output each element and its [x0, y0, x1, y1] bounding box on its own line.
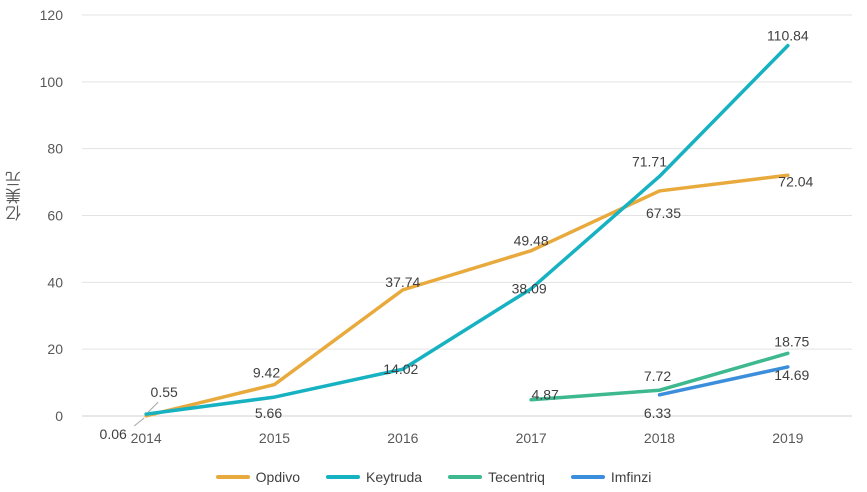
data-label-keytruda: 14.02 [383, 361, 418, 377]
data-label-keytruda: 71.71 [632, 153, 667, 169]
data-label-imfinzi: 14.69 [774, 367, 809, 383]
data-label-opdivo: 49.48 [514, 233, 549, 249]
data-label-keytruda: 110.84 [767, 28, 809, 44]
legend: Opdivo Keytruda Tecentriq Imfinzi [0, 466, 867, 488]
y-tick-label: 40 [47, 274, 63, 290]
y-tick-label: 60 [47, 208, 63, 224]
x-tick-label: 2017 [516, 430, 547, 446]
legend-label-keytruda: Keytruda [366, 469, 423, 485]
legend-swatch-keytruda [326, 475, 361, 479]
series-line-keytruda [144, 43, 790, 416]
data-label-tecentriq: 4.87 [532, 387, 559, 403]
legend-label-imfinzi: Imfinzi [610, 469, 652, 485]
x-tick-label: 2019 [772, 430, 803, 446]
legend-swatch-opdivo [215, 475, 250, 479]
data-label-keytruda: 38.09 [512, 281, 547, 297]
data-label-opdivo: 0.06 [100, 426, 127, 442]
data-label-keytruda: 5.66 [255, 405, 282, 421]
series-line-tecentriq [529, 351, 790, 402]
y-tick-label: 100 [40, 74, 64, 90]
data-label-imfinzi: 6.33 [644, 405, 671, 421]
y-tick-label: 120 [40, 7, 64, 23]
legend-label-tecentriq: Tecentriq [488, 469, 545, 485]
data-label-tecentriq: 7.72 [644, 368, 671, 384]
x-tick-label: 2014 [131, 430, 162, 446]
x-tick-label: 2018 [644, 430, 675, 446]
data-label-keytruda: 0.55 [151, 384, 178, 400]
x-tick-label: 2015 [259, 430, 290, 446]
label-leader-line [147, 401, 159, 413]
y-tick-label: 80 [47, 141, 63, 157]
chart-plot-area: 0 20 40 60 80 100 120 2014 2015 2016 2017 2018 2019 0… [40, 7, 852, 446]
legend-label-opdivo: Opdivo [255, 469, 301, 485]
legend-swatch-tecentriq [448, 475, 483, 479]
x-tick-label: 2016 [387, 430, 418, 446]
legend-item-keytruda: Keytruda [326, 469, 422, 485]
data-label-opdivo: 72.04 [778, 173, 813, 189]
data-label-tecentriq: 18.75 [774, 333, 809, 349]
legend-swatch-imfinzi [570, 475, 605, 479]
data-label-opdivo: 67.35 [646, 205, 681, 221]
legend-item-imfinzi: Imfinzi [570, 469, 652, 485]
y-axis-title: 亿美元 [7, 170, 24, 221]
series-line-imfinzi [657, 365, 790, 397]
data-label-opdivo: 9.42 [253, 365, 280, 381]
legend-item-tecentriq: Tecentriq [448, 469, 545, 485]
legend-item-opdivo: Opdivo [215, 469, 301, 485]
y-tick-label: 0 [55, 408, 63, 424]
data-label-opdivo: 37.74 [385, 274, 420, 290]
label-leader-line [133, 417, 145, 427]
y-tick-label: 20 [47, 341, 63, 357]
series-line-opdivo [144, 173, 790, 418]
